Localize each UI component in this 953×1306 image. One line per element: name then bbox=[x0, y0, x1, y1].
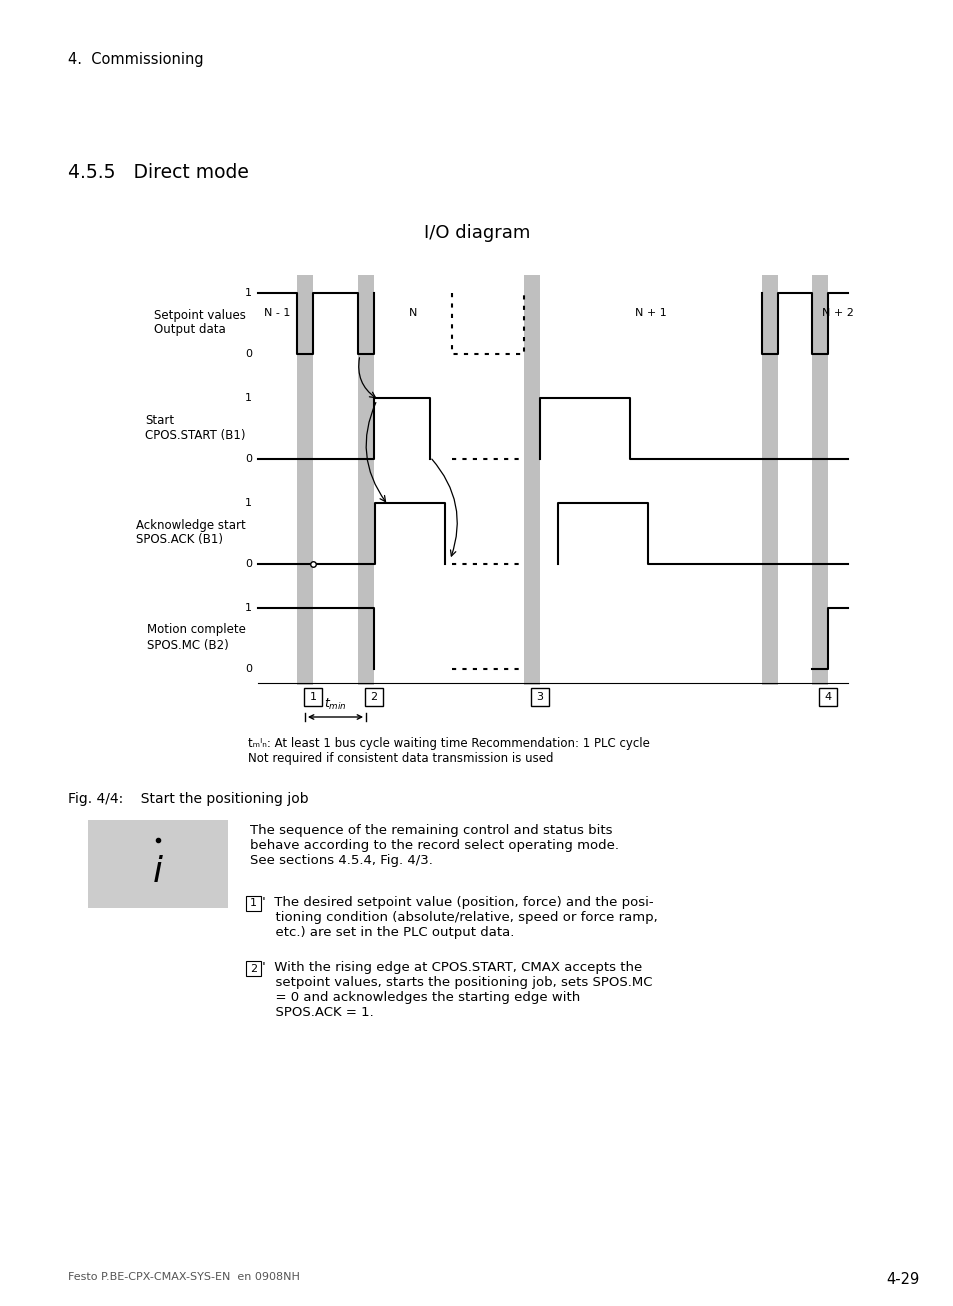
Text: tₘᴵₙ: At least 1 bus cycle waiting time Recommendation: 1 PLC cycle
Not required: tₘᴵₙ: At least 1 bus cycle waiting time … bbox=[248, 737, 649, 765]
Text: 4.5.5   Direct mode: 4.5.5 Direct mode bbox=[68, 163, 249, 182]
FancyBboxPatch shape bbox=[365, 688, 382, 707]
Text: '2'  With the rising edge at CPOS.START, CMAX accepts the
      setpoint values,: '2' With the rising edge at CPOS.START, … bbox=[250, 961, 652, 1019]
Text: N: N bbox=[409, 308, 416, 317]
FancyBboxPatch shape bbox=[304, 688, 322, 707]
Text: 0: 0 bbox=[245, 349, 252, 359]
Text: N - 1: N - 1 bbox=[264, 308, 291, 317]
Bar bbox=[523, 276, 539, 686]
Text: N + 1: N + 1 bbox=[635, 308, 666, 317]
FancyBboxPatch shape bbox=[818, 688, 836, 707]
Text: Motion complete
SPOS.MC (B2): Motion complete SPOS.MC (B2) bbox=[147, 623, 246, 652]
Text: Setpoint values
Output data: Setpoint values Output data bbox=[154, 308, 246, 337]
Text: 2: 2 bbox=[370, 692, 377, 703]
Bar bbox=[811, 276, 827, 686]
Bar bbox=[357, 276, 374, 686]
Text: 0: 0 bbox=[245, 663, 252, 674]
Text: I/O diagram: I/O diagram bbox=[423, 225, 530, 242]
Text: $t_{min}$: $t_{min}$ bbox=[324, 697, 347, 712]
Text: The sequence of the remaining control and status bits
behave according to the re: The sequence of the remaining control an… bbox=[250, 824, 618, 867]
FancyBboxPatch shape bbox=[246, 961, 261, 976]
Text: Festo P.BE-CPX-CMAX-SYS-EN  en 0908NH: Festo P.BE-CPX-CMAX-SYS-EN en 0908NH bbox=[68, 1272, 299, 1282]
Text: Acknowledge start
SPOS.ACK (B1): Acknowledge start SPOS.ACK (B1) bbox=[136, 518, 246, 546]
Text: 1: 1 bbox=[245, 603, 252, 613]
Text: Start
CPOS.START (B1): Start CPOS.START (B1) bbox=[146, 414, 246, 441]
Text: 0: 0 bbox=[245, 454, 252, 464]
Text: 3: 3 bbox=[536, 692, 543, 703]
Text: Fig. 4/4:    Start the positioning job: Fig. 4/4: Start the positioning job bbox=[68, 791, 309, 806]
Text: 0: 0 bbox=[245, 559, 252, 569]
Text: 4.  Commissioning: 4. Commissioning bbox=[68, 52, 203, 67]
Text: 1: 1 bbox=[245, 498, 252, 508]
Text: '1'  The desired setpoint value (position, force) and the posi-
      tioning co: '1' The desired setpoint value (position… bbox=[250, 896, 657, 939]
Text: 1: 1 bbox=[250, 899, 256, 909]
Text: 1: 1 bbox=[245, 289, 252, 298]
Bar bbox=[296, 276, 313, 686]
Bar bbox=[88, 820, 228, 908]
Bar bbox=[761, 276, 778, 686]
Text: 1: 1 bbox=[309, 692, 316, 703]
Text: i: i bbox=[152, 855, 163, 889]
Text: 4-29: 4-29 bbox=[885, 1272, 919, 1286]
Text: 2: 2 bbox=[250, 964, 256, 973]
Text: 4: 4 bbox=[823, 692, 831, 703]
Text: N + 2: N + 2 bbox=[821, 308, 853, 317]
FancyBboxPatch shape bbox=[531, 688, 548, 707]
FancyBboxPatch shape bbox=[246, 896, 261, 912]
Text: 1: 1 bbox=[245, 393, 252, 404]
